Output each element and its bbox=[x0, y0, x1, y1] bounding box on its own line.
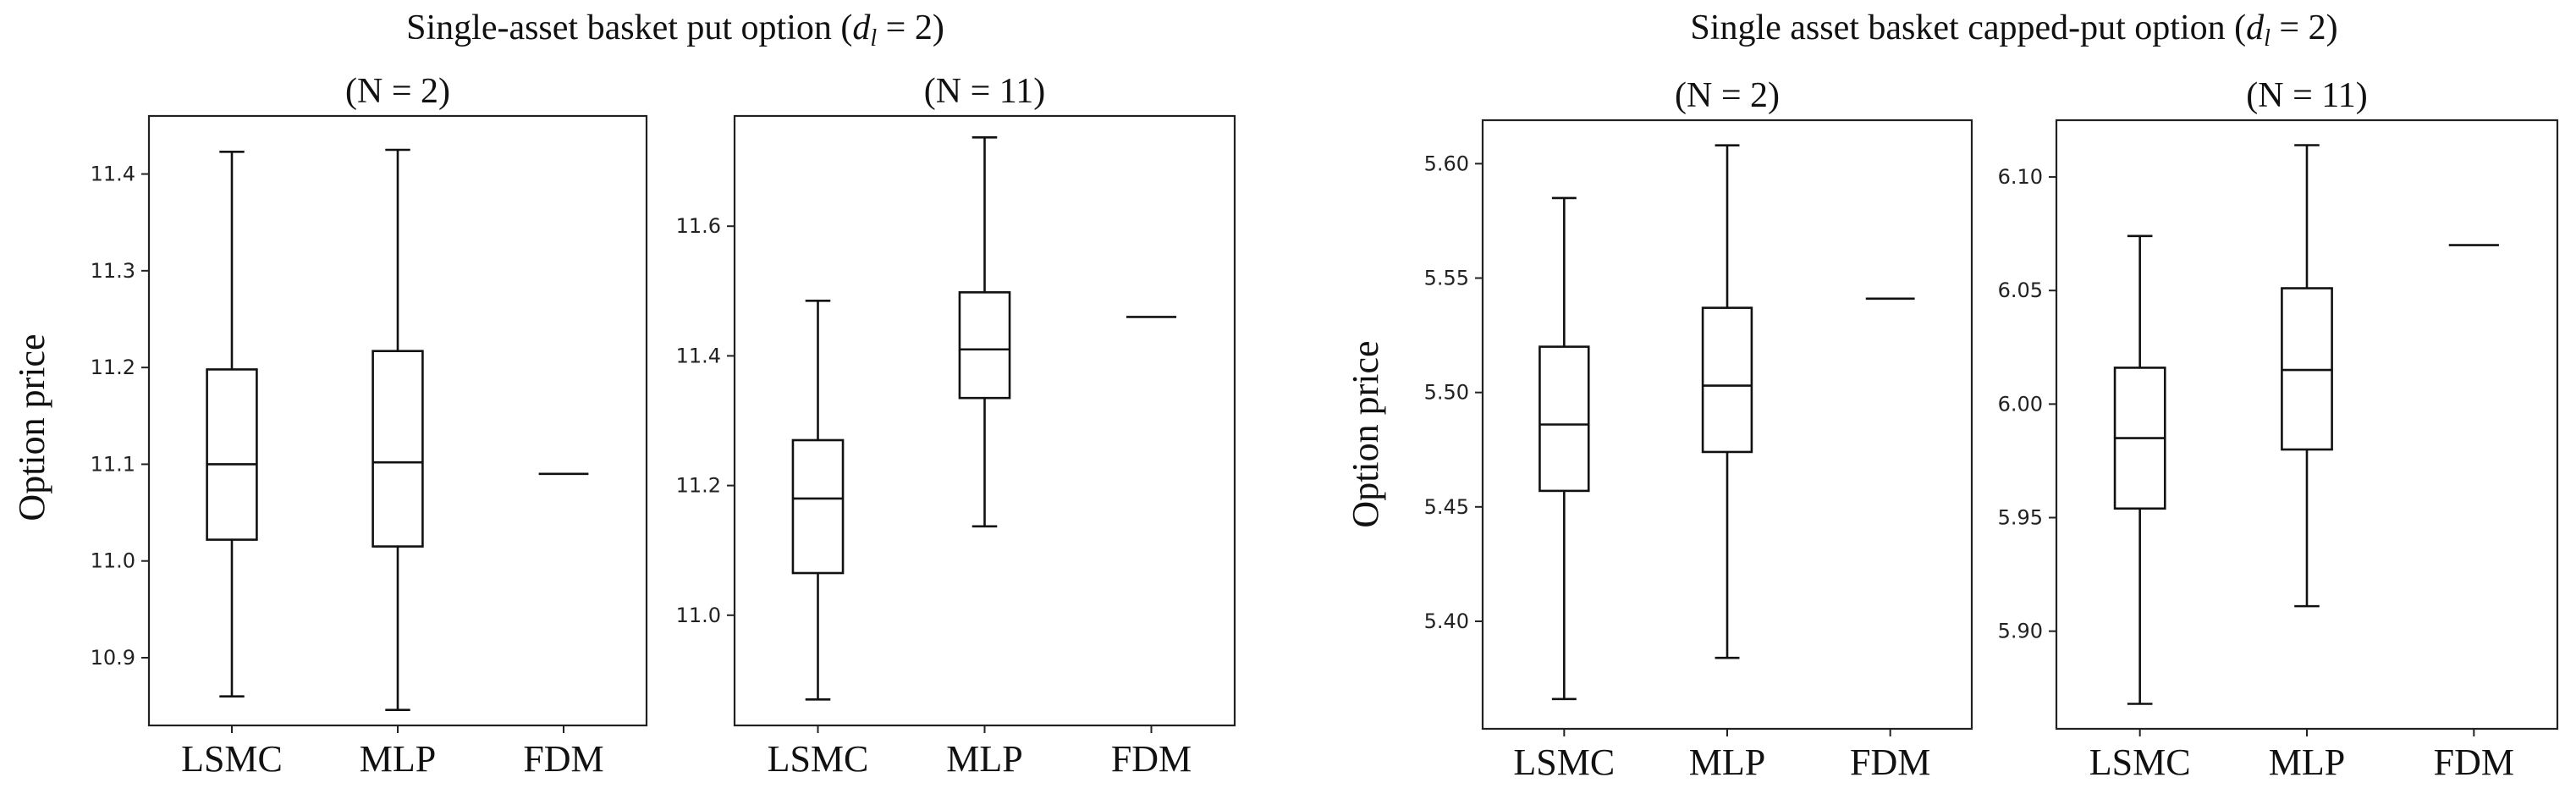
box-lsmc bbox=[1538, 196, 1590, 701]
panel-title: (N = 11) bbox=[924, 72, 1045, 111]
y-tick-label: 6.10 bbox=[1998, 165, 2043, 189]
group-title-right: Single asset basket capped-put option (d… bbox=[1690, 8, 2337, 52]
x-tick-label-mlp: MLP bbox=[946, 738, 1022, 780]
box-mlp bbox=[2281, 144, 2333, 608]
interquartile-box bbox=[1538, 345, 1590, 493]
x-tick-label-mlp: MLP bbox=[1689, 742, 1765, 783]
x-tick-label-fdm: FDM bbox=[1850, 742, 1930, 783]
box-plot-panels: (N = 2) 10.9 11.0 11.1 11.2 11.3 11.4 LSMC MLP FD… bbox=[91, 72, 2559, 783]
y-tick-label: 5.60 bbox=[1424, 152, 1469, 175]
panel-2: (N = 11) 11.0 11.2 11.4 11.6 LSMC MLP FDM bbox=[676, 72, 1236, 780]
interquartile-box bbox=[1701, 306, 1753, 454]
y-tick-label: 11.2 bbox=[676, 474, 721, 498]
panel-title: (N = 11) bbox=[2246, 76, 2367, 115]
interquartile-box bbox=[2281, 287, 2333, 451]
y-tick-label: 11.4 bbox=[91, 163, 135, 186]
box-lsmc bbox=[206, 150, 258, 698]
y-axis-label-left: Option price bbox=[11, 334, 52, 521]
group-title-left: Single-asset basket put option (dl = 2) bbox=[406, 8, 944, 52]
y-tick-label: 10.9 bbox=[91, 646, 135, 670]
y-tick-label: 11.2 bbox=[91, 356, 135, 379]
interquartile-box bbox=[372, 350, 424, 548]
y-tick-label: 6.05 bbox=[1998, 278, 2043, 302]
x-tick-label-fdm: FDM bbox=[2434, 742, 2514, 783]
interquartile-box bbox=[958, 291, 1011, 400]
y-tick-label: 5.90 bbox=[1998, 620, 2043, 643]
x-tick-label-lsmc: LSMC bbox=[768, 738, 869, 780]
x-tick-label-fdm: FDM bbox=[1111, 738, 1192, 780]
x-tick-label-lsmc: LSMC bbox=[1513, 742, 1615, 783]
box-lsmc bbox=[2113, 234, 2166, 705]
x-tick-label-mlp: MLP bbox=[360, 738, 436, 780]
box-mlp bbox=[372, 148, 424, 712]
box-mlp bbox=[1701, 144, 1753, 659]
y-tick-label: 5.45 bbox=[1424, 495, 1469, 519]
panel-title: (N = 2) bbox=[1675, 76, 1780, 115]
y-tick-label: 5.55 bbox=[1424, 267, 1469, 290]
x-tick-label-lsmc: LSMC bbox=[2089, 742, 2191, 783]
panel-3: (N = 2) 5.40 5.45 5.50 5.55 5.60 LSMC MLP FDM bbox=[1424, 76, 1973, 783]
y-tick-label: 11.4 bbox=[676, 344, 721, 367]
y-tick-label: 11.0 bbox=[91, 549, 135, 573]
box-mlp bbox=[958, 135, 1011, 528]
panel-1: (N = 2) 10.9 11.0 11.1 11.2 11.3 11.4 LSMC MLP FD… bbox=[91, 72, 648, 780]
x-tick-label-lsmc: LSMC bbox=[181, 738, 283, 780]
y-tick-label: 11.6 bbox=[676, 214, 721, 238]
y-tick-label: 6.00 bbox=[1998, 392, 2043, 416]
y-tick-label: 5.95 bbox=[1998, 505, 2043, 529]
y-tick-label: 11.3 bbox=[91, 259, 135, 283]
panel-4: (N = 11) 5.90 5.95 6.00 6.05 6.10 LSMC MLP FDM bbox=[1998, 76, 2559, 783]
interquartile-box bbox=[206, 368, 258, 541]
x-tick-label-mlp: MLP bbox=[2269, 742, 2345, 783]
x-tick-label-fdm: FDM bbox=[523, 738, 603, 780]
y-tick-label: 5.50 bbox=[1424, 381, 1469, 405]
y-tick-label: 11.1 bbox=[91, 452, 135, 476]
y-tick-label: 5.40 bbox=[1424, 609, 1469, 633]
y-tick-label: 11.0 bbox=[676, 604, 721, 627]
y-axis-label-right: Option price bbox=[1345, 340, 1386, 527]
box-lsmc bbox=[791, 299, 845, 701]
interquartile-box bbox=[791, 438, 845, 575]
panel-title: (N = 2) bbox=[345, 72, 450, 111]
